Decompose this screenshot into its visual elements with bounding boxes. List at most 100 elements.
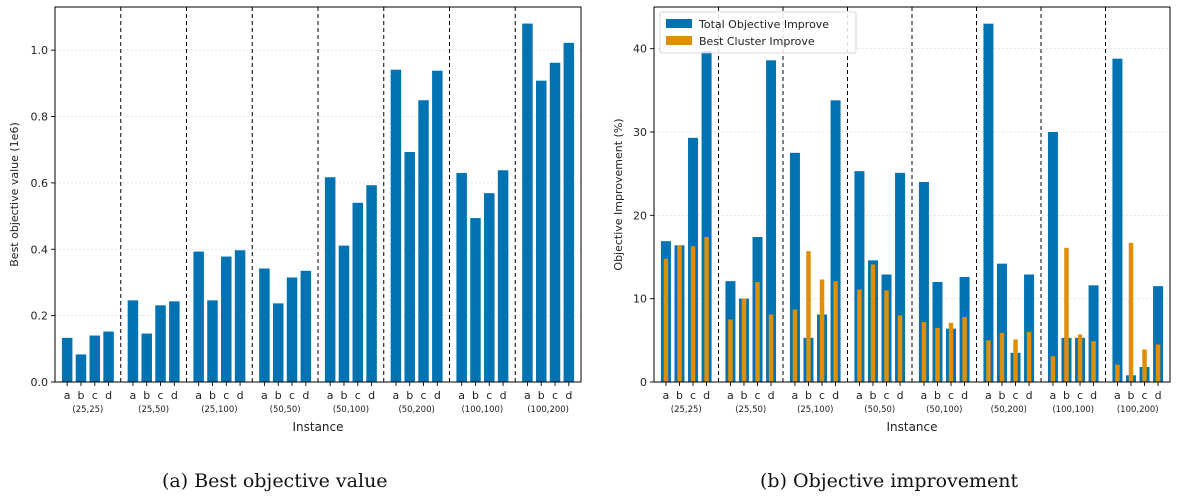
bar-cluster — [1026, 332, 1032, 382]
y-tick-label: 0 — [640, 376, 647, 389]
x-tick-label: b — [406, 389, 413, 402]
x-tick-label: d — [171, 389, 178, 402]
x-tick-label: c — [690, 389, 696, 402]
bar-cluster — [677, 245, 682, 382]
plot-frame — [653, 6, 1171, 383]
bar-cluster — [921, 322, 927, 382]
y-axis-label: Objective Improvement (%) — [612, 118, 625, 270]
x-tick-label: c — [157, 389, 163, 402]
x-tick-label: b — [77, 389, 84, 402]
x-tick-label: b — [805, 389, 812, 402]
bar-cluster — [935, 327, 940, 382]
x-tick-label: a — [1114, 389, 1121, 402]
x-tick-label: a — [195, 389, 202, 402]
group-label: (100,200) — [527, 405, 569, 415]
x-tick-label: b — [998, 389, 1005, 402]
x-tick-label: c — [883, 389, 889, 402]
bar — [418, 100, 429, 383]
bar — [234, 250, 246, 382]
group-label: (50,50) — [270, 405, 301, 415]
x-tick-label: b — [740, 389, 747, 402]
bar-total — [830, 100, 841, 382]
legend-swatch — [666, 36, 692, 45]
bar-total — [983, 23, 994, 383]
bar-cluster — [704, 237, 709, 382]
x-tick-label: d — [565, 389, 572, 402]
x-tick-label: c — [223, 389, 229, 402]
bar-cluster — [1155, 344, 1161, 382]
x-tick-label: c — [420, 389, 426, 402]
bar — [390, 69, 402, 382]
legend-label: Total Objective Improve — [698, 18, 829, 31]
bar — [456, 172, 467, 382]
x-tick-label: a — [1050, 389, 1057, 402]
bar-cluster — [1091, 341, 1096, 382]
x-tick-label: c — [754, 389, 760, 402]
bar-cluster — [792, 309, 798, 382]
group-label: (50,50) — [864, 405, 895, 415]
plot-frame — [54, 6, 582, 383]
bar — [272, 303, 284, 382]
x-tick-label: c — [355, 389, 361, 402]
bar — [324, 177, 336, 382]
x-axis-label: Instance — [886, 420, 937, 434]
bar-total — [789, 152, 800, 382]
x-tick-label: d — [368, 389, 375, 402]
bar — [61, 337, 73, 382]
group-label: (25,100) — [797, 405, 833, 415]
group-label: (50,200) — [991, 405, 1027, 415]
x-tick-label: a — [327, 389, 334, 402]
chart-objective-improvement: 0 10 20 30 40 Objective Improvement (%) Instan… — [612, 6, 1171, 434]
bar-cluster — [986, 340, 991, 382]
bar — [484, 193, 495, 382]
bar — [549, 62, 561, 383]
caption-b: (b) Objective improvement — [760, 470, 1019, 492]
chart-best-objective-value: 0.0 0.2 0.4 0.6 0.8 1.0 Best objective value (… — [8, 6, 582, 434]
x-tick-label: a — [856, 389, 863, 402]
x-tick-label: d — [703, 389, 710, 402]
y-tick-label: 20 — [633, 209, 647, 222]
bar-cluster — [897, 315, 903, 382]
x-tick-label: b — [934, 389, 941, 402]
x-tick-label: c — [552, 389, 558, 402]
x-tick-label: b — [340, 389, 347, 402]
group-label: (50,200) — [398, 405, 434, 415]
bar — [141, 333, 152, 382]
group-label: (100,100) — [461, 405, 503, 415]
y-tick-label: 30 — [633, 126, 647, 139]
bar — [155, 305, 166, 382]
group-label: (25,25) — [671, 405, 702, 415]
bar — [404, 152, 415, 382]
bar — [535, 80, 547, 382]
group-label: (25,100) — [201, 405, 237, 415]
x-tick-label: a — [663, 389, 670, 402]
group-label: (25,50) — [735, 405, 766, 415]
x-tick-label: a — [261, 389, 268, 402]
bar — [352, 202, 364, 382]
bar — [338, 245, 350, 382]
bar-cluster — [728, 319, 733, 382]
bar-cluster — [884, 290, 889, 382]
x-tick-label: d — [1090, 389, 1097, 402]
x-tick-label: a — [458, 389, 465, 402]
x-tick-label: d — [832, 389, 839, 402]
bar-cluster — [1064, 247, 1069, 382]
x-tick-label: b — [538, 389, 545, 402]
x-tick-label: d — [500, 389, 507, 402]
y-tick-label: 0.6 — [31, 177, 49, 190]
bar-cluster — [1013, 339, 1018, 382]
bar-total — [1088, 285, 1099, 382]
x-tick-label: b — [209, 389, 216, 402]
bar — [75, 354, 87, 382]
x-tick-label: c — [1141, 389, 1147, 402]
bar-cluster — [819, 279, 825, 382]
x-tick-label: d — [1026, 389, 1033, 402]
bar-total — [895, 172, 906, 382]
group-label: (100,200) — [1117, 405, 1159, 415]
x-tick-label: a — [524, 389, 531, 402]
y-tick-label: 10 — [633, 293, 647, 306]
x-tick-label: d — [897, 389, 904, 402]
x-tick-label: d — [768, 389, 775, 402]
x-tick-label: b — [869, 389, 876, 402]
